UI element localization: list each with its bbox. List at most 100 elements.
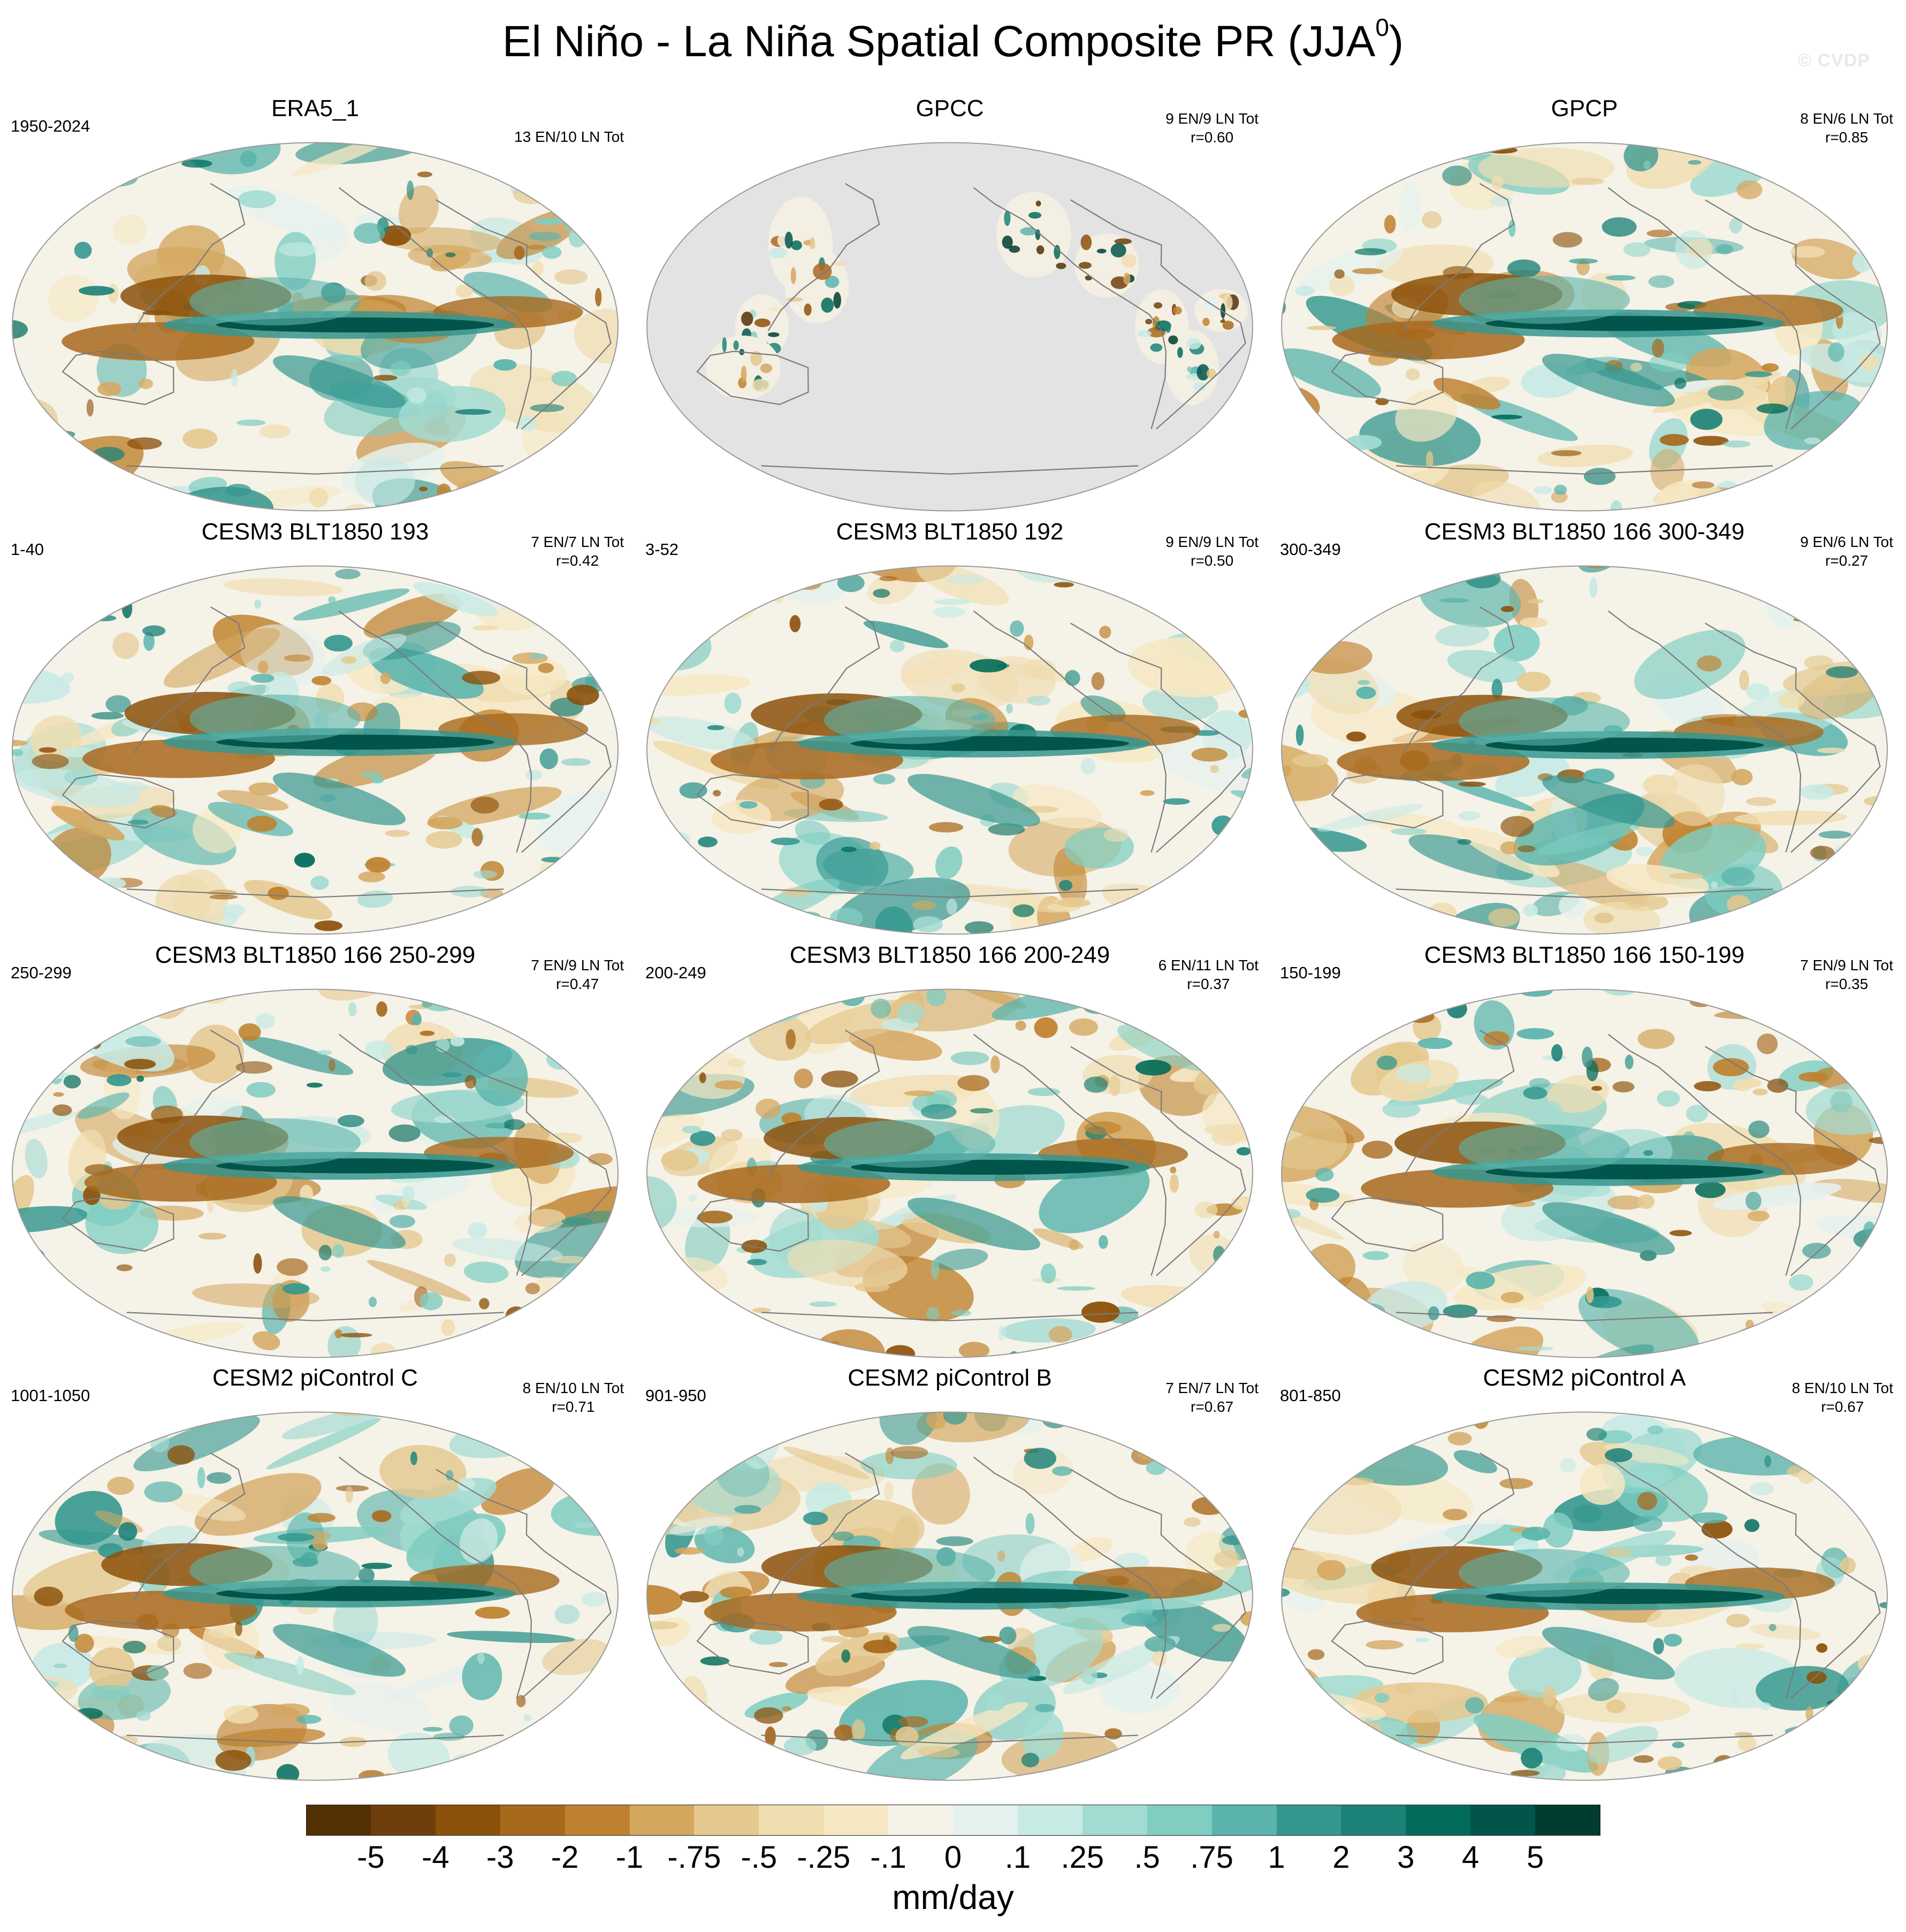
panel-stats: 8 EN/10 LN Tot r=0.67 [1792, 1379, 1893, 1416]
colorbar-swatch [1147, 1805, 1213, 1836]
precipitation-map [646, 142, 1253, 512]
panel-stats: 9 EN/9 LN Tot r=0.60 [1165, 109, 1259, 147]
panel-stats: 7 EN/7 LN Tot r=0.67 [1165, 1379, 1259, 1416]
panel-title: CESM3 BLT1850 166 250-299 [155, 942, 476, 968]
event-count: 8 EN/10 LN Tot [1791, 1380, 1893, 1396]
colorbar-tick-label: -1 [615, 1840, 644, 1875]
panel-stats: 13 EN/10 LN Tot [514, 127, 624, 146]
pattern-correlation: r=0.35 [1825, 976, 1869, 992]
panel-title: CESM2 piControl B [848, 1365, 1052, 1391]
figure-title-superscript: 0 [1375, 13, 1389, 41]
pattern-correlation: r=0.37 [1187, 976, 1230, 992]
pattern-correlation: r=0.67 [1821, 1398, 1864, 1415]
colorbar-tick-label: -2 [551, 1840, 579, 1875]
colorbar-tick-label: -3 [486, 1840, 514, 1875]
panel-title: CESM2 piControl C [212, 1365, 418, 1391]
colorbar-tick-label: .1 [1004, 1840, 1031, 1875]
map-panel: CESM3 BLT1850 193 1-40 7 EN/7 LN Tot r=0.42 [0, 518, 630, 941]
precipitation-map [12, 1411, 619, 1781]
panel-title: CESM3 BLT1850 166 200-249 [789, 942, 1110, 968]
precipitation-map [12, 565, 619, 935]
panel-title: CESM3 BLT1850 193 [201, 519, 429, 545]
cvdp-watermark: © CVDP [1798, 50, 1870, 71]
colorbar-tick-label: -5 [357, 1840, 385, 1875]
panel-stats: 6 EN/11 LN Tot r=0.37 [1158, 956, 1259, 993]
precipitation-map [1281, 565, 1888, 935]
panel-title: GPCC [916, 95, 984, 121]
panel-stats: 7 EN/9 LN Tot r=0.47 [531, 956, 624, 993]
pattern-correlation: r=0.47 [556, 976, 599, 992]
panel-year-range: 150-199 [1280, 963, 1341, 982]
colorbar-tick-label: -4 [422, 1840, 449, 1875]
colorbar-tick-label: 2 [1332, 1840, 1350, 1875]
map-panel: ERA5_1 1950-2024 13 EN/10 LN Tot [0, 94, 630, 518]
colorbar-swatch [1535, 1805, 1600, 1836]
colorbar-swatch [1017, 1805, 1083, 1836]
panel-title: GPCP [1551, 95, 1618, 121]
colorbar-swatch [888, 1805, 954, 1836]
colorbar-swatch [1341, 1805, 1406, 1836]
panel-year-range: 300-349 [1280, 540, 1341, 559]
map-panel: CESM3 BLT1850 166 300-349 300-349 9 EN/6 L… [1269, 518, 1900, 941]
colorbar-swatch [629, 1805, 695, 1836]
pattern-correlation: r=0.42 [556, 552, 599, 569]
panel-stats: 8 EN/10 LN Tot r=0.71 [523, 1379, 624, 1416]
pattern-correlation: r=0.50 [1191, 552, 1234, 569]
event-count: 7 EN/9 LN Tot [1800, 957, 1893, 973]
event-count: 7 EN/7 LN Tot [531, 534, 624, 550]
colorbar-tick-label: -.1 [870, 1840, 906, 1875]
event-count: 13 EN/10 LN Tot [514, 128, 624, 145]
panel-title: CESM3 BLT1850 166 150-199 [1424, 942, 1745, 968]
event-count: 8 EN/10 LN Tot [522, 1380, 624, 1396]
precipitation-map [1281, 988, 1888, 1358]
colorbar-swatch [1082, 1805, 1148, 1836]
pattern-correlation: r=0.71 [552, 1398, 595, 1415]
map-panel: CESM3 BLT1850 166 250-299 250-299 7 EN/9 L… [0, 941, 630, 1365]
map-panel: CESM2 piControl A 801-850 8 EN/10 LN Tot r=… [1269, 1364, 1900, 1788]
panel-title: CESM3 BLT1850 192 [836, 519, 1064, 545]
precipitation-map [646, 988, 1253, 1358]
colorbar-swatch [1211, 1805, 1277, 1836]
event-count: 9 EN/6 LN Tot [1800, 534, 1893, 550]
colorbar-tick-label: -.25 [797, 1840, 851, 1875]
figure-title-close: ) [1389, 17, 1404, 66]
map-panel: GPCP 8 EN/6 LN Tot r=0.85 [1269, 94, 1900, 518]
panel-stats: 8 EN/6 LN Tot r=0.85 [1800, 109, 1893, 147]
precipitation-map [646, 1411, 1253, 1781]
colorbar-swatch [1406, 1805, 1471, 1836]
event-count: 9 EN/9 LN Tot [1165, 534, 1259, 550]
colorbar [306, 1805, 1600, 1836]
colorbar-tick-label: 5 [1526, 1840, 1544, 1875]
map-panel: GPCC 9 EN/9 LN Tot r=0.60 [635, 94, 1265, 518]
pattern-correlation: r=0.60 [1191, 129, 1234, 146]
precipitation-map [646, 565, 1253, 935]
event-count: 7 EN/9 LN Tot [531, 957, 624, 973]
panel-year-range: 3-52 [645, 540, 679, 559]
panel-title: CESM3 BLT1850 166 300-349 [1424, 519, 1745, 545]
colorbar-swatch [759, 1805, 824, 1836]
panel-title: ERA5_1 [271, 95, 359, 121]
colorbar-swatch [306, 1805, 371, 1836]
colorbar-border [306, 1805, 1600, 1836]
map-panel: CESM2 piControl C 1001-1050 8 EN/10 LN Tot… [0, 1364, 630, 1788]
map-panel: CESM3 BLT1850 166 150-199 150-199 7 EN/9 L… [1269, 941, 1900, 1365]
panel-title: CESM2 piControl A [1483, 1365, 1686, 1391]
pattern-correlation: r=0.67 [1191, 1398, 1234, 1415]
panel-year-range: 1950-2024 [11, 117, 90, 135]
panel-year-range: 200-249 [645, 963, 706, 982]
panel-stats: 9 EN/9 LN Tot r=0.50 [1165, 533, 1259, 570]
map-panel: CESM3 BLT1850 166 200-249 200-249 6 EN/11 … [635, 941, 1265, 1365]
panel-year-range: 1001-1050 [11, 1386, 90, 1405]
colorbar-swatch [370, 1805, 436, 1836]
panel-stats: 7 EN/9 LN Tot r=0.35 [1800, 956, 1893, 993]
colorbar-swatch [694, 1805, 759, 1836]
colorbar-swatch [1470, 1805, 1536, 1836]
panel-year-range: 801-850 [1280, 1386, 1341, 1405]
pattern-correlation: r=0.85 [1825, 129, 1869, 146]
colorbar-tick-label: .25 [1061, 1840, 1104, 1875]
event-count: 9 EN/9 LN Tot [1165, 110, 1259, 127]
colorbar-units: mm/day [892, 1878, 1014, 1916]
panel-stats: 9 EN/6 LN Tot r=0.27 [1800, 533, 1893, 570]
precipitation-map [1281, 1411, 1888, 1781]
colorbar-swatch [1276, 1805, 1341, 1836]
